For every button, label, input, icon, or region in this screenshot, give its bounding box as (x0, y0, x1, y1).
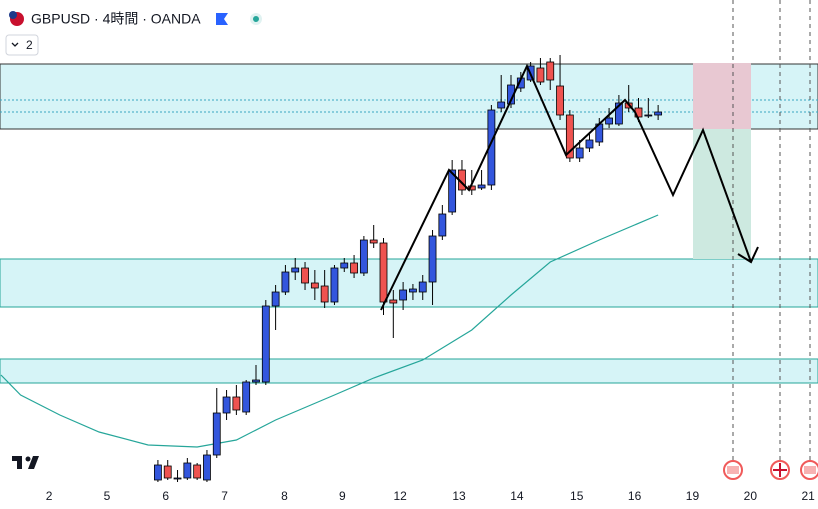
candle-body (614, 102, 623, 125)
x-tick-label: 21 (802, 489, 816, 503)
x-tick-label: 14 (510, 489, 524, 503)
candle-body (497, 101, 506, 109)
candle-body (340, 262, 349, 269)
candle-body (448, 169, 457, 213)
candle-body (212, 412, 221, 456)
x-tick-label: 15 (570, 489, 584, 503)
zones (0, 0, 818, 480)
candle-body (203, 454, 211, 481)
candle-body (320, 285, 329, 303)
candle-body (173, 477, 182, 480)
x-tick-label: 19 (686, 489, 700, 503)
candle-body (399, 289, 408, 301)
moving-average (0, 214, 659, 448)
candle-body (565, 114, 574, 159)
x-tick-label: 12 (393, 489, 407, 503)
candle-body (261, 305, 270, 383)
event-flags (723, 460, 818, 480)
x-tick-label: 2 (46, 489, 53, 503)
candle-body (301, 267, 309, 284)
indicator-toggle[interactable] (5, 34, 39, 56)
candle-body (330, 267, 339, 303)
candle-body (605, 117, 613, 125)
candle-body (536, 67, 545, 83)
candle-body (359, 239, 368, 274)
candle-body (291, 267, 300, 273)
x-tick-label: 13 (452, 489, 466, 503)
candle-body (183, 462, 192, 479)
zone (0, 63, 818, 130)
candle-body (271, 291, 280, 307)
candle-body (242, 381, 251, 413)
symbol-icon (9, 11, 17, 19)
zone (0, 358, 818, 384)
x-tick-label: 8 (281, 489, 288, 503)
x-tick-label: 9 (339, 489, 346, 503)
x-tick-label: 20 (744, 489, 758, 503)
chevron (11, 42, 19, 47)
candle-body (438, 213, 447, 237)
candle-body (418, 281, 427, 293)
candle-body (556, 85, 564, 116)
marks (0, 55, 663, 482)
arrowhead (737, 246, 759, 264)
x-tick-label: 16 (628, 489, 642, 503)
candle-body (477, 184, 486, 189)
stop-box (693, 63, 751, 129)
candle-body (644, 114, 653, 117)
x-tick-label: 5 (104, 489, 111, 503)
candle-body (163, 465, 172, 479)
indicator-count: 2 (26, 38, 33, 52)
candle-body (546, 61, 555, 81)
candle-body (389, 299, 398, 304)
candle-body (154, 464, 162, 481)
candle-body (575, 147, 584, 159)
candle-body (654, 111, 663, 116)
candle-body (428, 235, 437, 283)
candle-body (232, 396, 241, 411)
candle-body (222, 396, 231, 414)
zone (0, 258, 818, 308)
x-tick-label: 6 (162, 489, 169, 503)
candle-body (350, 262, 358, 274)
symbol-title: GBPUSD · 4時間 · OANDA (31, 11, 201, 27)
x-tick-label: 7 (221, 489, 228, 503)
candle-body (252, 379, 260, 383)
candle-body (310, 282, 319, 289)
candle-body (193, 464, 202, 479)
zigzag (380, 63, 752, 311)
candle-body (369, 239, 378, 244)
candle-body (585, 139, 594, 149)
candle-body (409, 288, 417, 293)
logo (12, 456, 39, 469)
candle-body (379, 242, 388, 303)
status-icon (253, 16, 259, 22)
candle-body (281, 271, 290, 293)
flag-icon (216, 13, 228, 25)
